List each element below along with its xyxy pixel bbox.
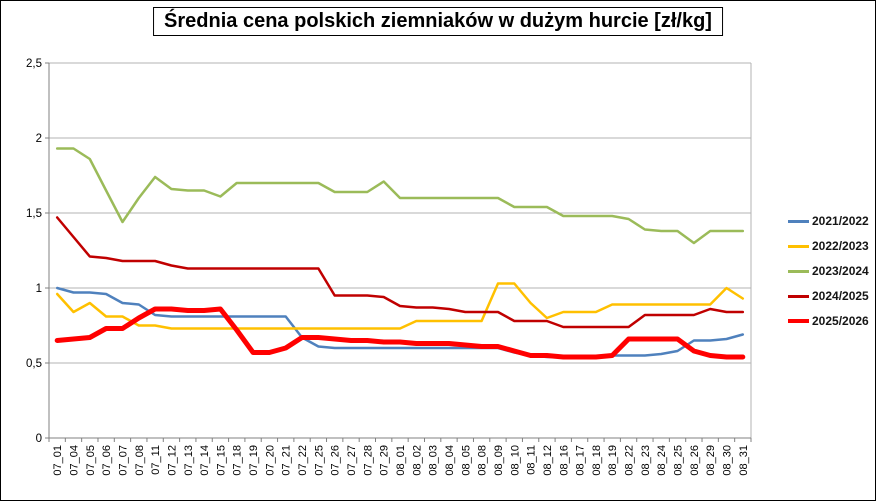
y-axis-label: 2,5 xyxy=(26,58,42,70)
x-axis-label: 07_14 xyxy=(199,445,211,476)
legend-item-2023-2024: 2023/2024 xyxy=(788,264,869,278)
legend-line-sample xyxy=(788,319,809,323)
x-axis-label: 07_04 xyxy=(68,445,80,476)
x-axis-label: 07_11 xyxy=(150,445,162,475)
x-axis-label: 08_31 xyxy=(738,445,750,476)
x-axis-label: 07_15 xyxy=(215,445,227,476)
series-line-2023-2024 xyxy=(55,147,745,245)
chart-title: Średnia cena polskich ziemniaków w dużym… xyxy=(153,7,723,36)
legend-item-2021-2022: 2021/2022 xyxy=(788,214,869,228)
series-line-2025-2026 xyxy=(54,306,746,360)
x-axis-label: 07_28 xyxy=(362,445,374,476)
legend-label: 2025/2026 xyxy=(812,314,869,328)
x-axis-label: 07_27 xyxy=(346,445,358,476)
legend-label: 2023/2024 xyxy=(812,264,869,278)
x-axis-label: 07_26 xyxy=(330,445,342,476)
y-axis-label: 1,5 xyxy=(26,208,42,220)
legend-line-sample xyxy=(788,219,809,223)
x-axis-label: 07_22 xyxy=(297,445,309,476)
x-axis-label: 07_21 xyxy=(281,445,293,476)
legend-label: 2024/2025 xyxy=(812,289,869,303)
x-axis-label: 08_16 xyxy=(558,445,570,476)
x-axis-label: 07_05 xyxy=(85,445,97,476)
legend: 2021/2022 2022/2023 2023/2024 2024/2025 2025… xyxy=(788,214,869,328)
x-axis-label: 08_11 xyxy=(526,445,538,475)
x-axis-label: 08_23 xyxy=(640,445,652,476)
x-axis-label: 08_18 xyxy=(591,445,603,476)
x-axis-label: 08_30 xyxy=(722,445,734,476)
x-axis-label: 08_12 xyxy=(542,445,554,476)
series-line-2022-2023 xyxy=(55,282,745,330)
legend-item-2025-2026: 2025/2026 xyxy=(788,314,869,328)
x-axis-label: 07_01 xyxy=(52,445,64,476)
series-line-2024-2025 xyxy=(55,216,745,329)
x-axis-label: 07_18 xyxy=(232,445,244,476)
x-axis-label: 08_04 xyxy=(444,445,456,476)
x-axis-label: 08_03 xyxy=(428,445,440,476)
legend-line-sample xyxy=(788,294,809,298)
legend-item-2024-2025: 2024/2025 xyxy=(788,289,869,303)
x-axis-label: 07_07 xyxy=(117,445,129,476)
x-axis-label: 08_25 xyxy=(673,445,685,476)
x-axis-label: 08_29 xyxy=(705,445,717,476)
legend-label: 2022/2023 xyxy=(812,239,869,253)
x-axis-label: 07_25 xyxy=(313,445,325,476)
legend-line-sample xyxy=(788,269,809,273)
x-axis-label: 08_08 xyxy=(477,445,489,476)
y-axis-label: 0,5 xyxy=(26,358,42,370)
x-axis-label: 07_06 xyxy=(101,445,113,476)
x-axis-label: 08_26 xyxy=(689,445,701,476)
x-axis-label: 08_09 xyxy=(493,445,505,476)
x-axis-label: 08_05 xyxy=(460,445,472,476)
x-axis-label: 08_01 xyxy=(395,445,407,476)
x-axis-label: 08_19 xyxy=(607,445,619,476)
series-line-2021-2022 xyxy=(55,286,745,359)
x-axis-label: 08_24 xyxy=(656,445,668,476)
x-axis-label: 07_19 xyxy=(248,445,260,476)
x-axis-label: 08_02 xyxy=(411,445,423,476)
y-axis-label: 1 xyxy=(36,283,42,295)
legend-item-2022-2023: 2022/2023 xyxy=(788,239,869,253)
x-axis-label: 08_22 xyxy=(624,445,636,476)
y-axis-label: 0 xyxy=(36,433,42,445)
legend-line-sample xyxy=(788,244,809,248)
y-axis-label: 2 xyxy=(36,133,42,145)
x-axis-label: 07_20 xyxy=(264,445,276,476)
legend-label: 2021/2022 xyxy=(812,214,869,228)
x-axis-label: 07_13 xyxy=(183,445,195,476)
x-axis-label: 08_10 xyxy=(509,445,521,476)
x-axis-label: 08_17 xyxy=(575,445,587,476)
x-axis-label: 07_29 xyxy=(379,445,391,476)
x-axis-label: 07_08 xyxy=(134,445,146,476)
x-axis-label: 07_12 xyxy=(166,445,178,476)
